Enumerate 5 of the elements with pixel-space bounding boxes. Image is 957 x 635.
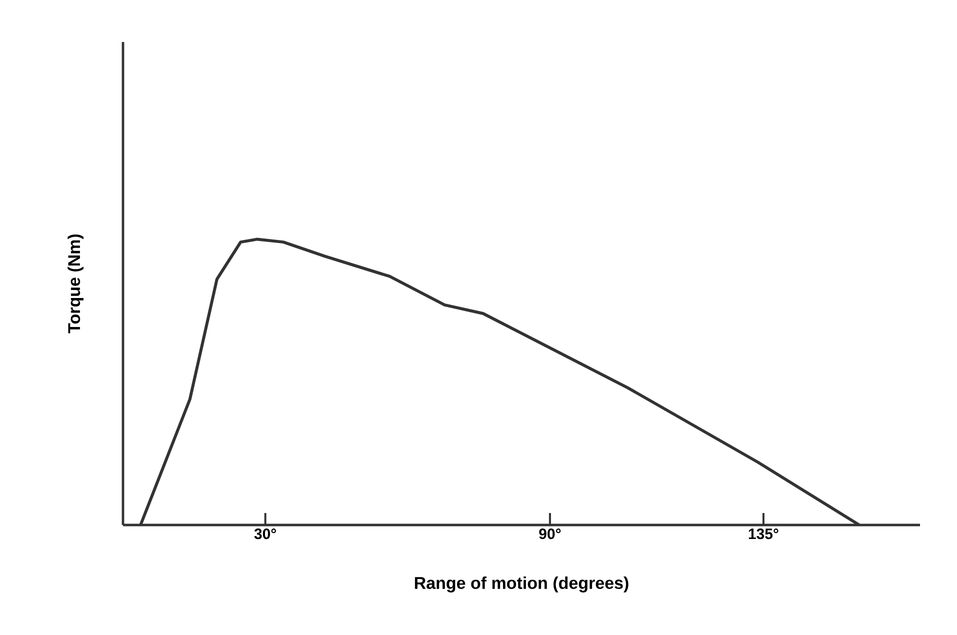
x-tick-label: 90° bbox=[539, 528, 561, 540]
x-tick-label: 135° bbox=[748, 528, 778, 540]
x-tick-label: 30° bbox=[254, 528, 276, 540]
x-axis-title: Range of motion (degrees) bbox=[414, 576, 628, 592]
y-axis-title: Torque (Nm) bbox=[68, 234, 84, 334]
